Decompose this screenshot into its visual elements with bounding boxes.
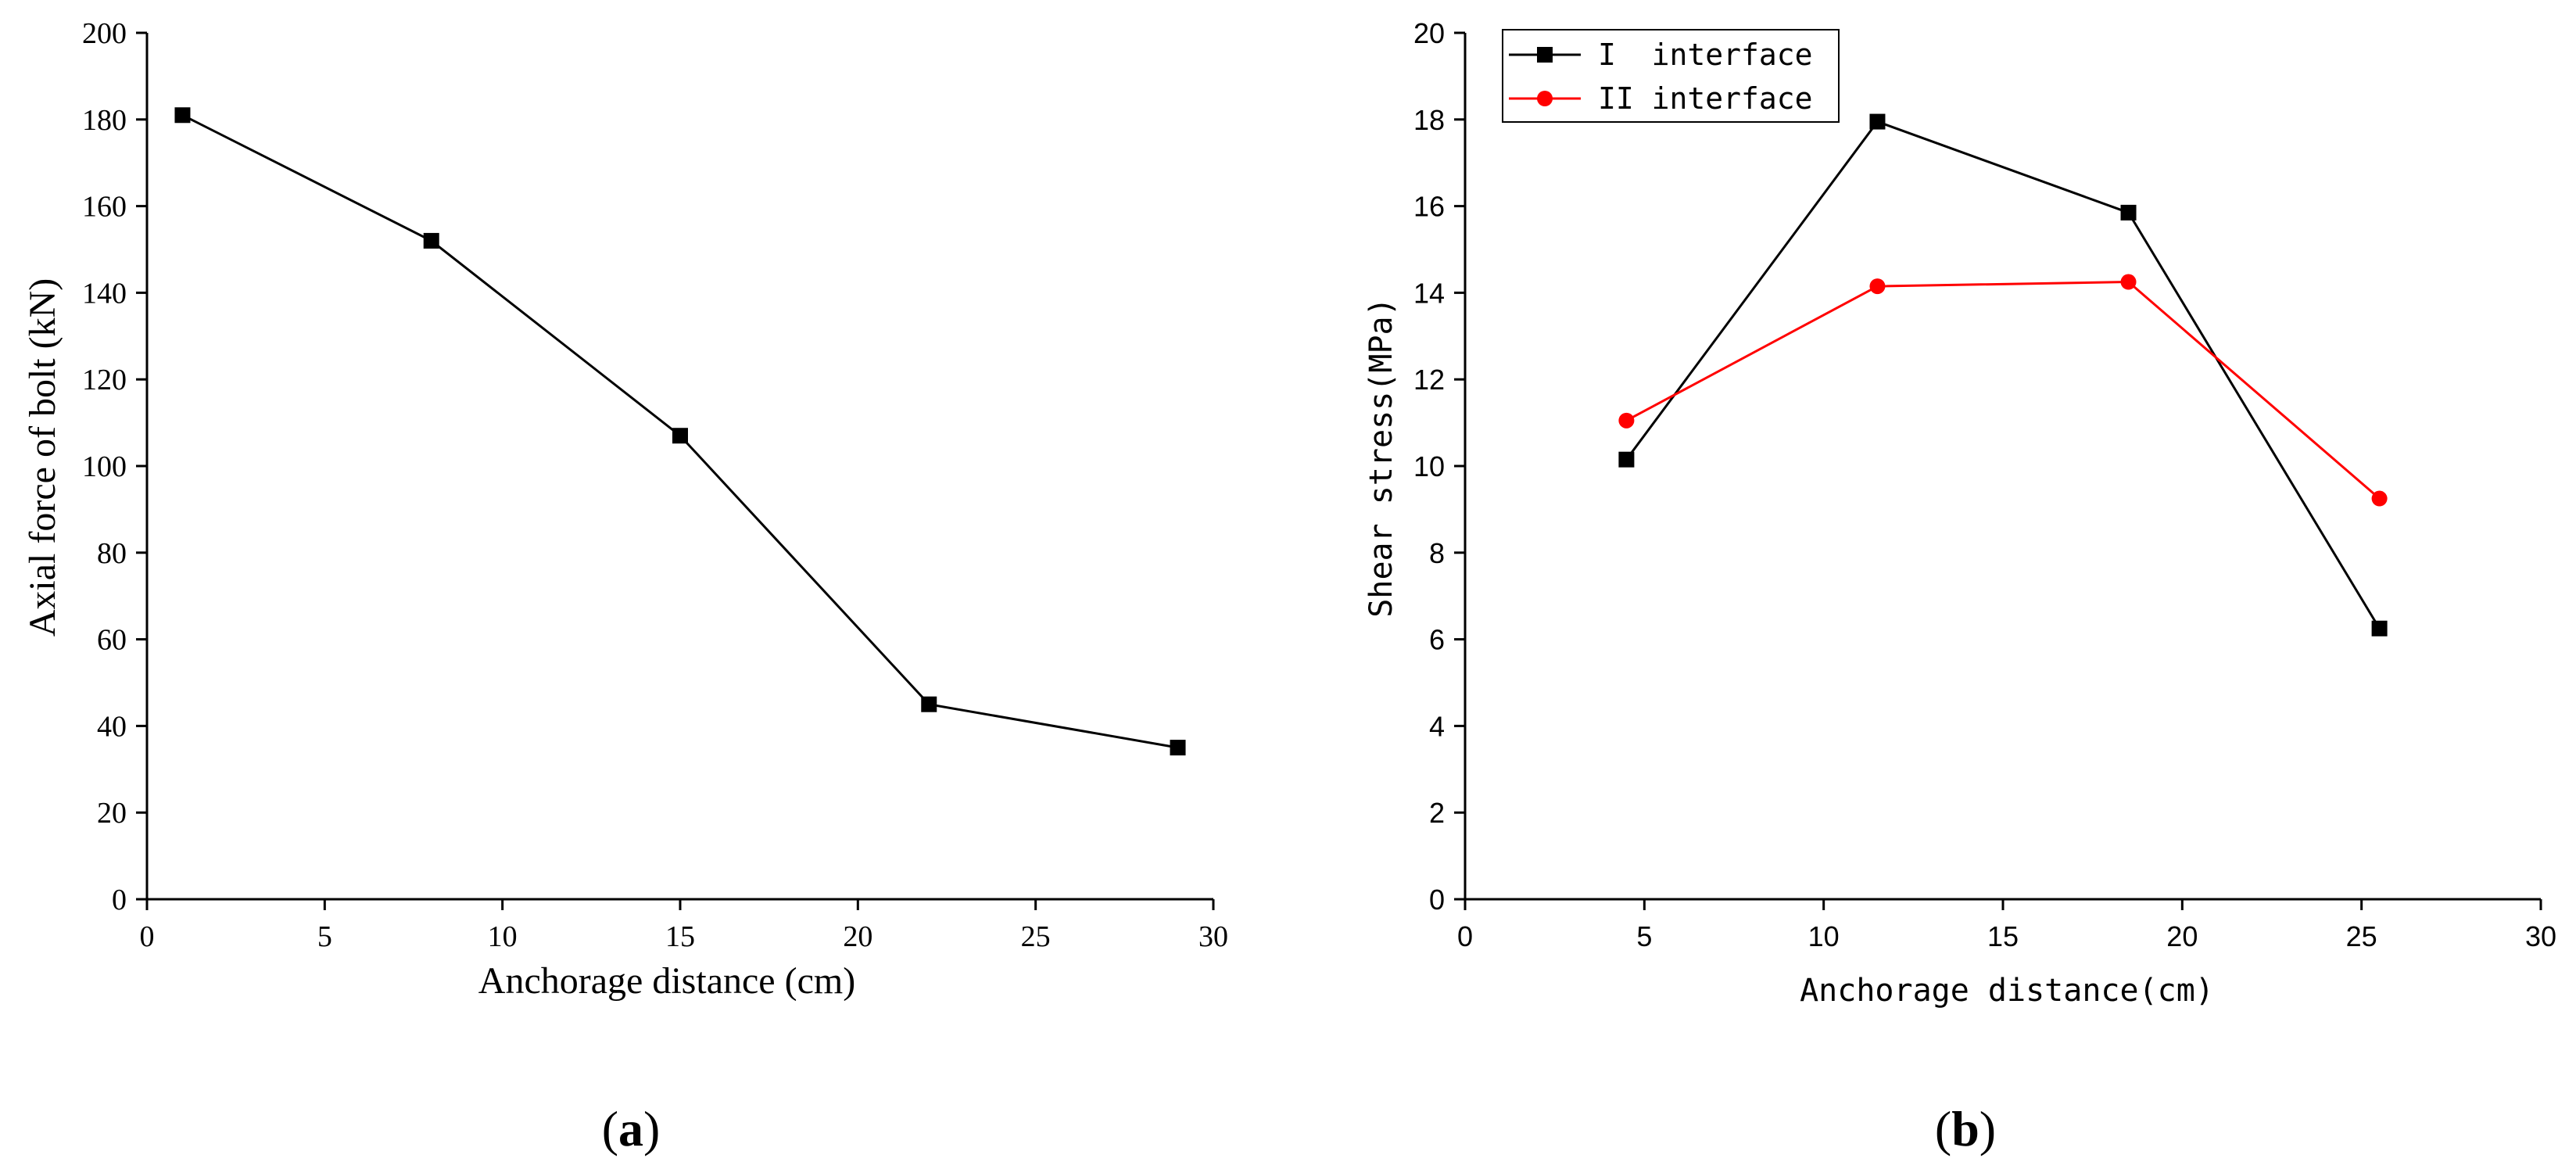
chart-b-series-2-line	[1625, 281, 2381, 500]
chart-b-x-tick-label: 10	[1808, 920, 1840, 952]
chart-b-x-tick-label: 5	[1636, 920, 1652, 952]
chart-a-series-1-point	[174, 107, 191, 124]
chart-a-x-tick-label: 5	[317, 920, 332, 953]
chart-b-legend-marker	[1537, 47, 1553, 63]
chart-b-legend-box	[1502, 29, 1840, 123]
chart-b-series-2-point	[1618, 412, 1635, 429]
chart-a-y-tick-label: 160	[82, 191, 127, 224]
chart-b-x-tick-label: 15	[1987, 920, 2019, 952]
chart-a-y-tick-label: 60	[97, 624, 127, 657]
chart-b-series-2-point	[1869, 278, 1886, 295]
chart-b-y-tick-label: 12	[1413, 364, 1445, 396]
chart-a-series-1-point	[921, 696, 937, 712]
chart-b-series-2-point	[2371, 490, 2388, 507]
chart-b-legend: I interface II interface	[1502, 29, 1840, 123]
chart-b-y-tick-label: 14	[1413, 277, 1445, 309]
chart-a-y-tick-label: 100	[82, 450, 127, 483]
panel-label-b: (b)	[1935, 1101, 1996, 1156]
chart-b-series-1-point	[2371, 620, 2388, 636]
chart-a-y-tick-label: 200	[82, 17, 127, 50]
chart-a-x-tick-label: 30	[1198, 920, 1228, 953]
chart-b-legend-label: II interface	[1598, 81, 1813, 116]
chart-a-x-tick-label: 25	[1021, 920, 1051, 953]
chart-a-x-tick-label: 15	[665, 920, 695, 953]
chart-b-series-1-point	[2120, 204, 2137, 221]
chart-b-y-tick-label: 0	[1429, 884, 1445, 916]
chart-b-series-1-point	[1869, 113, 1886, 130]
chart-a-series-1-point	[423, 232, 439, 249]
chart-b-y-tick-label: 20	[1413, 17, 1445, 49]
chart-b-y-tick-label: 6	[1429, 624, 1445, 656]
chart-b-ylabel: Shear stress(MPa)	[1363, 297, 1399, 617]
chart-b-y-tick-label: 10	[1413, 450, 1445, 482]
chart-b: Shear stress(MPa) Anchorage distance(cm)…	[1363, 17, 2556, 1156]
chart-a-x-tick-label: 0	[140, 920, 155, 953]
chart-a-y-tick-label: 180	[82, 104, 127, 137]
chart-b-series-2-point	[2120, 274, 2137, 290]
chart-b-legend-label: I interface	[1598, 38, 1813, 72]
panel-label-a: (a)	[602, 1101, 661, 1156]
chart-b-y-tick-label: 4	[1429, 710, 1445, 742]
chart-b-series-1-point	[1618, 451, 1635, 468]
chart-b-y-tick-label: 16	[1413, 191, 1445, 223]
chart-a-ylabel: Axial force of bolt (kN)	[22, 278, 63, 637]
chart-b-x-tick-label: 30	[2525, 920, 2556, 952]
chart-a-y-tick-label: 120	[82, 364, 127, 396]
chart-a-y-tick-label: 140	[82, 277, 127, 310]
chart-a: Axial force of bolt (kN) Anchorage dista…	[22, 17, 1228, 1156]
chart-a-x-tick-label: 10	[488, 920, 518, 953]
chart-a-series-1-point	[1170, 740, 1186, 756]
chart-b-xlabel: Anchorage distance(cm)	[1800, 973, 2214, 1009]
chart-b-y-tick-label: 2	[1429, 797, 1445, 829]
chart-a-y-tick-label: 80	[97, 537, 127, 570]
chart-b-x-tick-label: 25	[2346, 920, 2377, 952]
chart-a-x-tick-label: 20	[843, 920, 872, 953]
chart-a-y-tick-label: 40	[97, 710, 127, 743]
chart-a-series-1-point	[672, 428, 688, 444]
chart-b-legend-marker	[1537, 91, 1553, 106]
chart-b-y-tick-label: 18	[1413, 104, 1445, 136]
chart-a-y-tick-label: 0	[112, 884, 127, 916]
chart-b-y-tick-label: 8	[1429, 537, 1445, 569]
chart-b-x-tick-label: 20	[2166, 920, 2198, 952]
chart-b-x-tick-label: 0	[1457, 920, 1473, 952]
chart-a-xlabel: Anchorage distance (cm)	[478, 960, 855, 1002]
chart-b-series-1-line	[1625, 120, 2381, 629]
chart-a-y-tick-label: 20	[97, 797, 127, 830]
